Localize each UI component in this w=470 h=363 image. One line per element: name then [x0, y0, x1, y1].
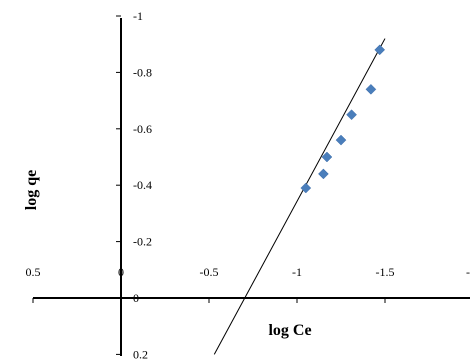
data-point — [346, 109, 357, 121]
y-tick-labels: 0.2 0 -0.2 -0.4 -0.6 -0.8 -1 — [133, 9, 152, 361]
y-tick-label: 0.2 — [133, 347, 148, 361]
data-point — [374, 44, 386, 56]
data-point — [335, 134, 347, 146]
tick-marks — [32, 15, 386, 355]
data-point — [365, 83, 377, 95]
y-tick-label: -0.2 — [133, 235, 152, 249]
data-points — [300, 44, 386, 194]
y-tick-label: -0.8 — [133, 65, 152, 79]
x-tick-label: 0.5 — [26, 265, 41, 279]
x-tick-label: - — [466, 265, 470, 279]
x-tick-label: 0 — [118, 265, 124, 279]
y-tick-label: -0.6 — [133, 122, 152, 136]
trendline-group — [213, 38, 386, 355]
x-axis-title: log Ce — [268, 322, 311, 339]
x-tick-labels: 0.5 0 -0.5 -1 -1.5 - — [26, 265, 470, 279]
y-tick-label: -0.4 — [133, 178, 152, 192]
x-tick-label: -0.5 — [200, 265, 219, 279]
data-point — [318, 168, 329, 180]
y-tick-label: -1 — [133, 9, 143, 23]
y-axis-title: log qe — [23, 170, 40, 210]
y-tick-label: 0 — [133, 291, 139, 305]
data-point — [300, 182, 312, 194]
x-tick-label: -1 — [292, 265, 302, 279]
data-point — [321, 151, 333, 163]
axes — [33, 18, 470, 356]
trendline — [213, 38, 386, 355]
x-tick-label: -1.5 — [376, 265, 395, 279]
